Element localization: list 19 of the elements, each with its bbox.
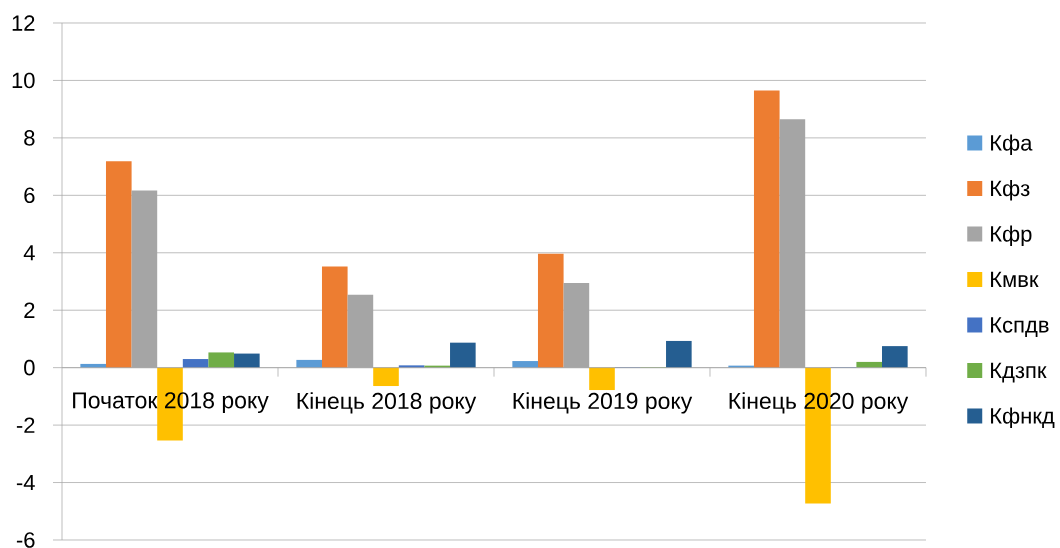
y-tick-label: 12 <box>12 15 35 31</box>
legend-label: Кфр <box>991 225 1032 247</box>
y-tick-label: 0 <box>24 359 35 376</box>
legend-label: Кфнкд <box>991 407 1055 429</box>
y-tick-label: 4 <box>23 245 35 261</box>
x-tick-label: Кінець 2018 року <box>297 392 477 414</box>
y-tick-label: 8 <box>24 130 35 146</box>
y-tick-label: 6 <box>24 187 35 204</box>
y-tick-label: 10 <box>12 72 35 89</box>
y-tick-label: -4 <box>16 474 35 491</box>
legend-label: Кфа <box>991 134 1033 156</box>
x-tick-label: Кінець 2019 року <box>513 392 693 414</box>
legend-label: Кмвк <box>991 271 1039 287</box>
y-tick-label: -2 <box>16 417 35 433</box>
legend-label: Кдзпк <box>991 362 1047 383</box>
y-tick-label: 2 <box>24 302 35 318</box>
legend-label: Кфз <box>991 180 1030 201</box>
y-tick-label: -6 <box>16 532 35 548</box>
legend-label: Кспдв <box>991 317 1049 337</box>
